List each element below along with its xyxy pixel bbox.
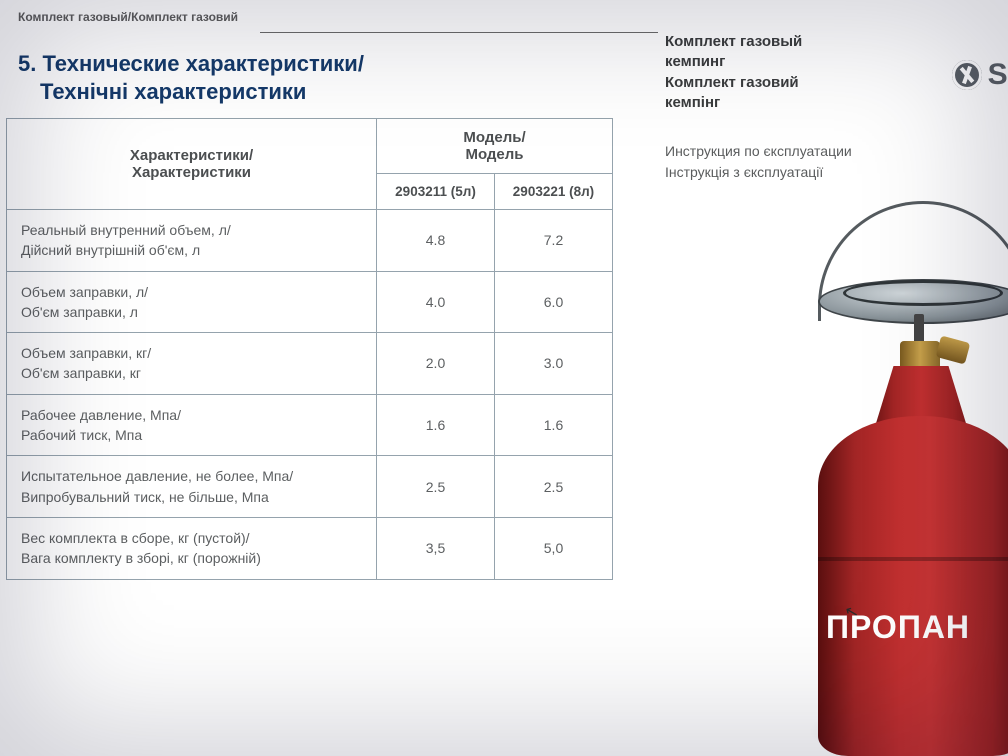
table-row: Объем заправки, кг/Об'єм заправки, кг 2.… xyxy=(7,333,613,395)
right-sub: Инструкция по єксплуатации Інструкція з … xyxy=(665,141,995,183)
row-val-b: 5,0 xyxy=(495,517,613,579)
row-val-b: 3.0 xyxy=(495,333,613,395)
table-row: Реальный внутренний объем, л/Дійсний вну… xyxy=(7,210,613,272)
row-val-a: 4.0 xyxy=(377,271,495,333)
right-title-ua2: кемпінг xyxy=(665,93,995,113)
right-title-ru2: кемпинг xyxy=(665,52,995,72)
section-title: 5. Технические характеристики/ Технічні … xyxy=(18,50,364,105)
row-label: Рабочее давление, Мпа/Рабочий тиск, Мпа xyxy=(7,394,377,456)
row-val-b: 6.0 xyxy=(495,271,613,333)
right-sub-ua: Інструкція з єксплуатації xyxy=(665,162,995,183)
table-row: Вес комплекта в сборе, кг (пустой)/Вага … xyxy=(7,517,613,579)
row-val-a: 4.8 xyxy=(377,210,495,272)
row-label: Испытательное давление, не более, Мпа/Ви… xyxy=(7,456,377,518)
breadcrumb: Комплект газовый/Комплект газовий xyxy=(18,10,238,24)
row-val-b: 2.5 xyxy=(495,456,613,518)
divider-line xyxy=(260,32,658,33)
row-label: Реальный внутренний объем, л/Дійсний вну… xyxy=(7,210,377,272)
brand-logo-icon xyxy=(952,60,982,90)
table-row: Рабочее давление, Мпа/Рабочий тиск, Мпа … xyxy=(7,394,613,456)
row-val-a: 2.0 xyxy=(377,333,495,395)
gas-cylinder-illustration: ПРОПАН xyxy=(788,196,1008,756)
valve-stem xyxy=(914,314,924,344)
spec-table: Характеристики/Характеристики Модель/Мод… xyxy=(6,118,613,580)
right-sub-ru: Инструкция по єксплуатации xyxy=(665,141,995,162)
tank-seam xyxy=(818,557,1008,561)
spec-table-body: Реальный внутренний объем, л/Дійсний вну… xyxy=(7,210,613,580)
header-model: Модель/Модель xyxy=(377,119,613,174)
right-panel: Комплект газовый кемпинг Комплект газови… xyxy=(665,32,995,183)
section-title-line2: Технічні характеристики xyxy=(18,79,306,104)
table-row: Испытательное давление, не более, Мпа/Ви… xyxy=(7,456,613,518)
brand-logo-text: SI xyxy=(988,58,1008,92)
right-title-ru1: Комплект газовый xyxy=(665,32,995,52)
header-model-b: 2903221 (8л) xyxy=(495,174,613,210)
brand-logo: SI xyxy=(952,58,1008,92)
tank-body xyxy=(818,416,1008,756)
table-row: Объем заправки, л/Об'єм заправки, л 4.0 … xyxy=(7,271,613,333)
row-val-a: 1.6 xyxy=(377,394,495,456)
row-val-b: 1.6 xyxy=(495,394,613,456)
header-characteristics: Характеристики/Характеристики xyxy=(7,119,377,210)
row-label: Объем заправки, л/Об'єм заправки, л xyxy=(7,271,377,333)
row-label: Объем заправки, кг/Об'єм заправки, кг xyxy=(7,333,377,395)
right-title-ua1: Комплект газовий xyxy=(665,73,995,93)
burner-rim xyxy=(843,280,1003,306)
row-val-b: 7.2 xyxy=(495,210,613,272)
row-val-a: 2.5 xyxy=(377,456,495,518)
valve-knob xyxy=(936,335,971,364)
row-val-a: 3,5 xyxy=(377,517,495,579)
document-page: Комплект газовый/Комплект газовий 5. Тех… xyxy=(0,0,1008,756)
section-title-line1: 5. Технические характеристики/ xyxy=(18,51,364,76)
row-label: Вес комплекта в сборе, кг (пустой)/Вага … xyxy=(7,517,377,579)
header-model-a: 2903211 (5л) xyxy=(377,174,495,210)
